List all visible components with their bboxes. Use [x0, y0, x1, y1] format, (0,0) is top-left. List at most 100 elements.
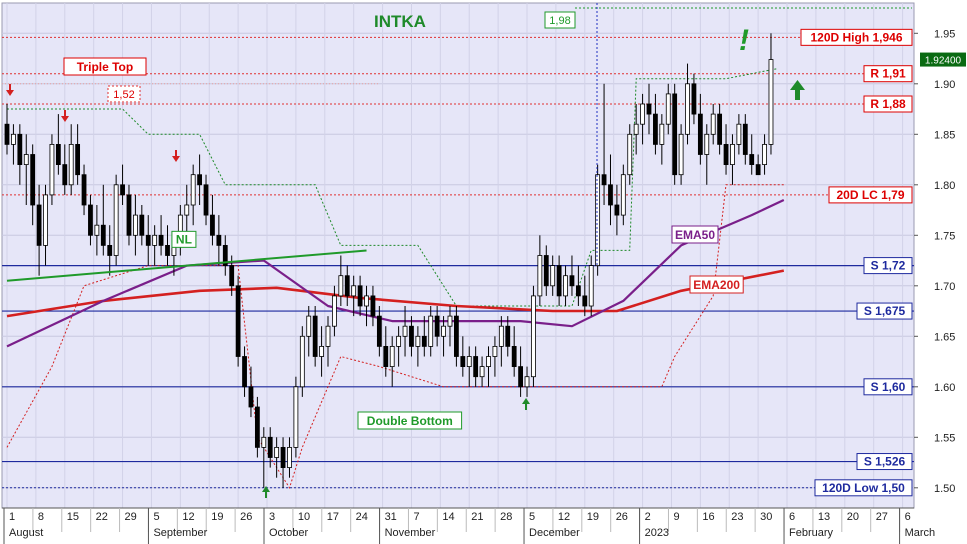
- level-label-box: [863, 257, 913, 275]
- candle-body: [190, 174, 196, 206]
- candle: [736, 114, 742, 155]
- candle: [94, 205, 100, 256]
- candle: [287, 437, 292, 478]
- candle-body: [563, 275, 568, 297]
- candle: [389, 336, 395, 387]
- level-label-box: [800, 28, 913, 46]
- candle-body: [88, 204, 93, 236]
- level-label-text: 120D High 1,946: [810, 30, 902, 44]
- ema50-label-box: [671, 225, 719, 244]
- candle-body: [486, 356, 491, 367]
- candle-body: [518, 366, 523, 388]
- green-arrow-up-2-head: [522, 398, 530, 404]
- candle: [659, 114, 665, 165]
- level-label-r-188: R 1,88: [863, 95, 913, 113]
- x-day-label: 31: [385, 511, 397, 523]
- candle-body: [55, 143, 61, 165]
- candle-body: [376, 315, 382, 347]
- candle-body: [460, 356, 466, 367]
- green-arrow-big-shaft: [795, 88, 800, 100]
- last-price-label: 1.92400: [925, 56, 962, 67]
- double-bottom-label-text: Double Bottom: [367, 414, 453, 428]
- x-day-label: 23: [731, 511, 743, 523]
- candle: [68, 124, 74, 195]
- target-152-box: [107, 85, 141, 103]
- candle-body: [582, 295, 588, 307]
- green-arrow-big-head: [790, 80, 805, 90]
- target-152-text: 1,52: [113, 89, 134, 101]
- candle: [665, 83, 671, 135]
- candle: [222, 235, 228, 276]
- candle-body: [736, 123, 742, 145]
- candle: [466, 346, 472, 387]
- candle: [11, 124, 16, 165]
- level-label-120d-low: 120D Low 1,50: [814, 479, 913, 497]
- x-day-label: 12: [558, 511, 570, 523]
- y-tick-label: 1.80: [934, 180, 955, 192]
- candle-body: [68, 143, 74, 186]
- candle-body: [197, 174, 203, 186]
- candle: [498, 316, 504, 367]
- level-label-text: R 1,88: [870, 97, 906, 111]
- candle: [306, 306, 312, 357]
- candle: [254, 396, 260, 458]
- ema200-label: EMA200: [689, 275, 744, 294]
- candle-body: [332, 295, 337, 327]
- candle: [332, 285, 337, 337]
- candle-body: [165, 244, 170, 256]
- candle-body: [43, 194, 48, 246]
- candle: [640, 93, 645, 145]
- candle: [710, 104, 716, 145]
- candle: [755, 154, 761, 176]
- candle-body: [730, 143, 735, 165]
- candle-body: [299, 335, 305, 388]
- candle: [267, 427, 273, 468]
- neckline: [6, 249, 367, 282]
- candle-body: [81, 174, 87, 206]
- level-label-text: R 1,91: [870, 67, 906, 81]
- candle: [235, 275, 241, 367]
- candle-body: [588, 265, 594, 307]
- candle: [595, 164, 601, 276]
- candle-body: [62, 164, 68, 186]
- y-tick-label: 1.50: [934, 483, 955, 495]
- x-day-label: 22: [96, 511, 108, 523]
- triple-top-label-text: Triple Top: [77, 60, 133, 74]
- level-label-box: [863, 95, 913, 113]
- candle-body: [248, 386, 254, 408]
- candle-body: [601, 174, 607, 186]
- candle-body: [49, 143, 55, 196]
- ema200-label-box: [689, 275, 744, 294]
- candle-body: [139, 214, 145, 236]
- candle-body: [242, 356, 247, 388]
- candle-body: [428, 315, 434, 347]
- candle-body: [17, 133, 23, 166]
- candle-body: [351, 285, 357, 297]
- candle: [261, 427, 267, 488]
- candle-body: [267, 436, 273, 458]
- horizontal-levels: 120D High 1,946 R 1,91 R 1,88 20D LC 1,79 S …: [2, 28, 914, 497]
- bands: [6, 68, 784, 489]
- x-day-label: 16: [702, 511, 714, 523]
- target-198-text: 1,98: [549, 15, 570, 27]
- candle: [139, 205, 145, 246]
- x-month-label: February: [789, 527, 834, 539]
- red-arrow-down-3: [172, 150, 180, 162]
- candle: [351, 275, 357, 317]
- candle: [203, 174, 209, 226]
- candle-body: [595, 174, 601, 266]
- level-label-box: [856, 302, 913, 320]
- candle-body: [409, 325, 414, 347]
- candle-body: [152, 234, 158, 246]
- candle: [511, 326, 517, 377]
- candle: [575, 265, 581, 306]
- level-label-20d-lc: 20D LC 1,79: [828, 186, 913, 204]
- candle: [601, 83, 607, 205]
- candle-body: [293, 386, 299, 448]
- candle: [672, 83, 678, 185]
- candle-body: [620, 174, 626, 216]
- level-label-r-191: R 1,91: [863, 65, 913, 83]
- level-label-text: S 1,675: [864, 304, 906, 318]
- candle-body: [306, 315, 312, 337]
- x-month-label: September: [153, 527, 207, 539]
